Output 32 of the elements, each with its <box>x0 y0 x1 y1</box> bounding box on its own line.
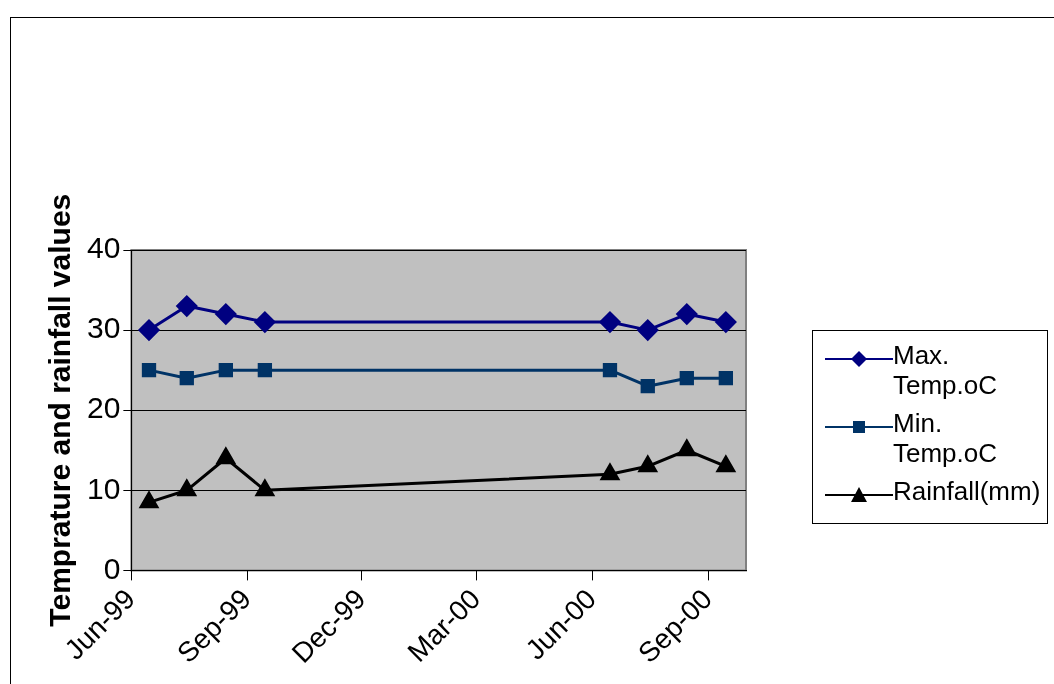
y-tick-label: 40 <box>86 231 121 265</box>
point <box>677 439 697 457</box>
point <box>141 362 157 378</box>
point <box>599 311 621 333</box>
point <box>254 311 276 333</box>
point <box>216 447 236 465</box>
legend-label: Rainfall(mm) <box>893 475 1041 507</box>
point <box>176 295 198 317</box>
point <box>637 319 659 341</box>
point <box>716 455 736 473</box>
point <box>638 455 658 473</box>
point <box>179 371 194 386</box>
y-tick-label: 10 <box>86 471 121 505</box>
point <box>218 362 233 378</box>
point <box>640 379 655 394</box>
y-tick-label: 0 <box>103 551 121 585</box>
point <box>177 479 197 497</box>
point <box>215 303 237 325</box>
legend-label: Max. Temp.oC <box>893 340 999 401</box>
point <box>139 491 159 509</box>
point <box>600 463 620 481</box>
point <box>715 311 737 333</box>
y-tick-label: 30 <box>86 311 121 345</box>
point <box>676 303 698 325</box>
legend-label: Min. Temp.oC <box>893 407 999 469</box>
y-tick-label: 20 <box>86 391 121 425</box>
point <box>718 371 734 386</box>
point <box>255 479 275 497</box>
point <box>138 319 160 341</box>
point <box>602 362 618 378</box>
point <box>257 362 273 378</box>
point <box>679 371 694 386</box>
